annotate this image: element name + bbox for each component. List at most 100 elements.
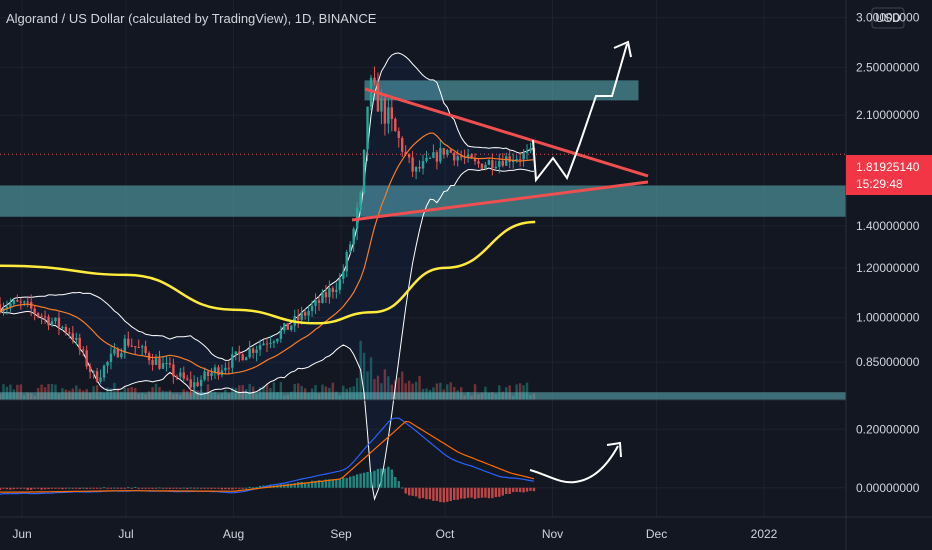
price-axis[interactable]: 3.00000000 2.50000000 2.10000000 1.40000000…: [856, 11, 920, 370]
macd-histogram-bar: [227, 487, 231, 490]
volume-bar: [418, 376, 421, 400]
candle-body: [16, 300, 19, 302]
macd-histogram-bar: [36, 487, 40, 489]
candle-body: [529, 148, 532, 151]
macd-histogram-bar: [317, 480, 321, 488]
candle-body: [75, 337, 78, 340]
macd-histogram-bar: [390, 469, 394, 488]
macd-histogram-bar: [5, 487, 9, 490]
candle-body: [227, 367, 231, 369]
volume-bar: [265, 383, 269, 400]
macd-histogram-bar: [373, 470, 376, 488]
macd-histogram-bar: [401, 487, 404, 489]
macd-histogram-bar: [484, 487, 487, 498]
time-tick-label: 2022: [751, 527, 778, 541]
candle-body: [61, 326, 64, 328]
macd-histogram-bar: [82, 487, 85, 489]
macd-histogram-bar: [290, 483, 293, 488]
candle-body: [224, 367, 227, 371]
time-axis[interactable]: Jun Jul Aug Sep Oct Nov Dec 2022: [12, 527, 777, 541]
volume-bar: [525, 382, 529, 400]
macd-histogram-bar: [147, 487, 151, 489]
macd-histogram-bar: [404, 487, 407, 494]
candle-body: [418, 166, 421, 169]
macd-histogram-bar: [411, 487, 414, 496]
candle-body: [394, 118, 397, 132]
candle-body: [473, 158, 477, 162]
candle-body: [203, 371, 206, 380]
macd-histogram-bar: [238, 487, 241, 489]
candle-body: [217, 367, 220, 376]
candle-body: [78, 337, 81, 350]
volume-bar: [404, 383, 407, 400]
candle-body: [241, 354, 244, 361]
macd-histogram-bar: [508, 487, 511, 494]
volume-bar: [113, 382, 116, 400]
macd-histogram-bar: [515, 487, 518, 492]
volume-bar: [401, 371, 404, 400]
macd-histogram-bar: [428, 487, 432, 500]
projection-arrowhead: [613, 40, 632, 58]
candle-body: [442, 148, 446, 155]
candle-body: [338, 278, 342, 290]
countdown-label: 15:29:48: [856, 177, 903, 191]
macd-histogram-bar: [369, 472, 373, 488]
ma-short-line: [0, 132, 535, 375]
candle-body: [335, 289, 338, 292]
macd-histogram-bar: [50, 487, 54, 489]
candle-body: [491, 160, 494, 169]
macd-histogram-bar: [394, 476, 397, 488]
candle-body: [352, 228, 355, 245]
time-tick-label: Dec: [646, 527, 667, 541]
macd-histogram-bar: [12, 487, 16, 490]
candle-body: [328, 288, 331, 298]
macd-histogram-bar: [68, 487, 71, 489]
currency-button[interactable]: USD: [871, 7, 905, 29]
volume-bar: [355, 378, 359, 400]
macd-histogram-bar: [9, 487, 12, 490]
macd-histogram-bar: [224, 487, 227, 490]
price-tick-label: 0.85000000: [856, 355, 920, 369]
candle-body: [428, 157, 432, 159]
candle-body: [505, 156, 508, 166]
candle-body: [317, 300, 321, 303]
candle-body: [255, 349, 258, 354]
candle-body: [168, 363, 172, 365]
macd-histogram-bar: [501, 487, 504, 496]
candle-body: [182, 372, 185, 379]
candle-body: [213, 367, 217, 373]
zone-lower: [0, 392, 847, 401]
candle-body: [9, 303, 12, 307]
candle-body: [501, 161, 504, 166]
candle-body: [376, 82, 380, 112]
macd-histogram-bar: [296, 482, 300, 488]
macd-histogram-bar: [303, 482, 307, 488]
bollinger-lower: [0, 167, 535, 501]
macd-projection-path: [529, 445, 619, 484]
candle-body: [404, 151, 407, 154]
candle-body: [251, 348, 255, 354]
volume-bar: [411, 383, 414, 400]
candle-body: [518, 158, 522, 160]
candle-body: [459, 156, 463, 158]
candle-body: [449, 149, 452, 153]
macd-histogram-bar: [220, 487, 224, 490]
candle-body: [498, 161, 501, 167]
macd-histogram-bar: [352, 475, 355, 488]
candle-body: [411, 157, 414, 172]
volume-bar: [446, 384, 449, 400]
macd-histogram-bar: [213, 487, 217, 489]
candle-body: [210, 372, 213, 377]
candle-body: [57, 317, 61, 328]
macd-histogram-bar: [127, 487, 130, 489]
candle-body: [50, 321, 54, 326]
volume-bar: [373, 379, 376, 400]
candle-body: [401, 137, 404, 152]
macd-axis[interactable]: 0.20000000 0.00000000: [856, 422, 920, 495]
macd-histogram-bar: [532, 487, 536, 492]
macd-histogram-bar: [106, 487, 109, 489]
volume-bar: [19, 384, 23, 400]
macd-histogram-bar: [342, 477, 345, 488]
macd-histogram-bar: [85, 487, 88, 489]
